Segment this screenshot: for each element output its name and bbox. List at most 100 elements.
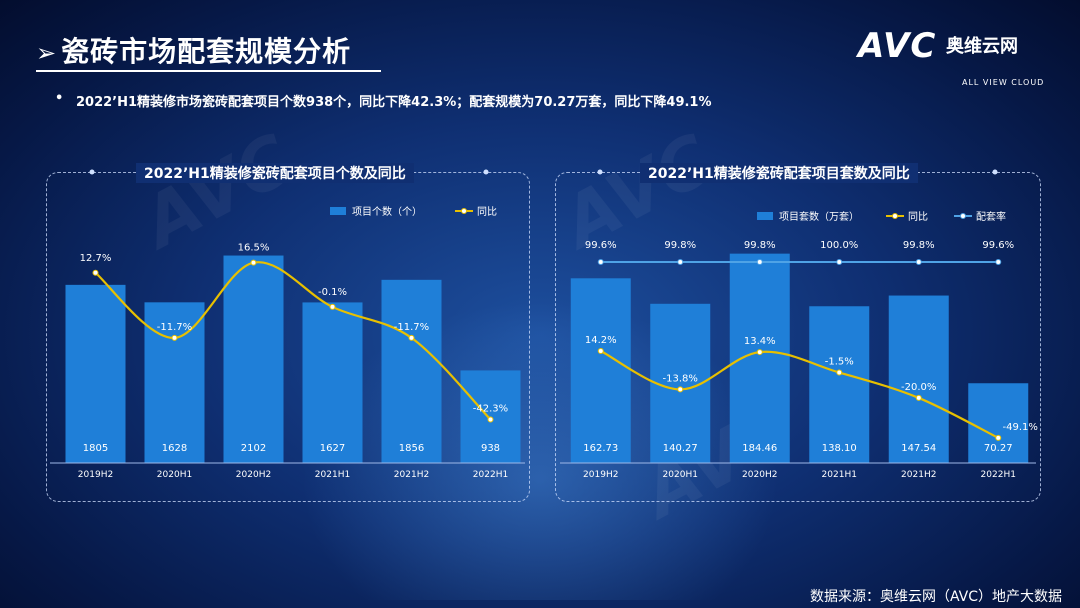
chart-title-units: 2022’H1精装修瓷砖配套项目套数及同比: [640, 163, 918, 183]
legend-swatch-bar: [330, 207, 346, 215]
legend-label: 同比: [908, 211, 928, 223]
title-underline: [36, 70, 381, 72]
yoy-data-label: -13.8%: [663, 373, 698, 384]
yoy-point: [171, 334, 178, 341]
x-tick-label: 2021H2: [394, 470, 429, 480]
bar: [302, 302, 363, 463]
x-tick-label: 2019H2: [583, 470, 618, 480]
avc-logo: AVC 奥维云网 ALL VIEW CLOUD: [858, 26, 1058, 87]
yoy-point: [329, 303, 336, 310]
bar: [381, 279, 442, 463]
yoy-data-label: -49.1%: [1003, 422, 1038, 433]
rate-point: [915, 259, 922, 265]
yoy-data-label: 12.7%: [80, 253, 112, 264]
rate-data-label: 99.6%: [982, 240, 1014, 251]
bar-value-label: 184.46: [742, 443, 777, 454]
yoy-point: [756, 349, 763, 356]
bar: [223, 255, 284, 463]
chart-projects: 1805 1628 2102 1627 1856 938 2019H2 2020H1 2020H…: [50, 169, 525, 480]
yoy-point: [995, 434, 1002, 441]
yoy-data-label: -11.7%: [394, 322, 429, 333]
summary-text: 2022’H1精装修市场瓷砖配套项目个数938个，同比下降42.3%；配套规模为…: [76, 95, 712, 110]
bar: [65, 284, 126, 463]
bar-value-label: 162.73: [583, 443, 618, 454]
legend-label: 项目个数（个）: [352, 205, 422, 218]
bar-value-label: 70.27: [984, 443, 1013, 454]
legend-label: 配套率: [976, 210, 1006, 223]
bar-value-label: 938: [481, 443, 500, 454]
legend-swatch-point: [892, 213, 898, 219]
yoy-point: [487, 416, 494, 423]
panel-border-dot: [483, 169, 489, 175]
bar: [888, 295, 949, 463]
yoy-line: [94, 261, 492, 421]
bar: [968, 383, 1029, 463]
bar: [144, 302, 205, 463]
arrow-icon: ➢: [36, 39, 58, 67]
bar: [570, 278, 631, 463]
bar: [729, 253, 790, 463]
rate-data-label: 99.8%: [664, 240, 696, 251]
yoy-data-label: 13.4%: [744, 336, 776, 347]
yoy-point: [92, 269, 99, 276]
data-source: 数据来源：奥维云网（AVC）地产大数据: [809, 589, 1062, 605]
logo-name-cn: 奥维云网: [946, 36, 1018, 57]
rate-data-label: 99.8%: [744, 240, 776, 251]
yoy-data-label: -11.7%: [157, 322, 192, 333]
yoy-point: [677, 386, 684, 393]
page-title: ➢ 瓷砖市场配套规模分析: [36, 30, 351, 70]
page-title-text: 瓷砖市场配套规模分析: [61, 35, 352, 68]
yoy-data-label: 16.5%: [238, 243, 270, 254]
chart-title-projects: 2022’H1精装修瓷砖配套项目个数及同比: [136, 163, 414, 183]
rate-point: [836, 259, 843, 265]
legend-label: 项目套数（万套）: [779, 210, 859, 223]
yoy-data-label: -0.1%: [318, 287, 347, 298]
yoy-data-label: 14.2%: [585, 335, 617, 346]
logo-mark: AVC: [858, 26, 937, 66]
yoy-point: [408, 334, 415, 341]
x-tick-label: 2019H2: [78, 470, 113, 480]
bar-value-label: 147.54: [901, 443, 936, 454]
x-tick-label: 2021H1: [822, 470, 857, 480]
bullet-icon: •: [55, 91, 64, 106]
x-tick-label: 2020H1: [663, 470, 698, 480]
x-tick-label: 2021H2: [901, 470, 936, 480]
yoy-point: [915, 394, 922, 401]
bar: [809, 306, 870, 463]
yoy-data-label: -1.5%: [825, 357, 854, 368]
yoy-point: [597, 347, 604, 354]
chart-units: 162.73 140.27 184.46 138.10 147.54 70.27 2019H…: [560, 169, 1038, 480]
bar-value-label: 138.10: [822, 443, 857, 454]
x-tick-label: 2020H2: [236, 470, 271, 480]
summary-text-row: • 2022’H1精装修市场瓷砖配套项目个数938个，同比下降42.3%；配套规…: [55, 91, 712, 110]
rate-point: [756, 259, 763, 265]
x-tick-label: 2021H1: [315, 470, 350, 480]
x-tick-label: 2020H1: [157, 470, 192, 480]
panel-border-dot: [992, 169, 998, 175]
rate-data-label: 100.0%: [820, 240, 858, 251]
x-tick-label: 2022H1: [981, 470, 1016, 480]
bar-value-label: 1805: [83, 443, 108, 454]
bar-value-label: 140.27: [663, 443, 698, 454]
x-tick-label: 2022H1: [473, 470, 508, 480]
rate-point: [995, 259, 1002, 265]
rate-point: [597, 259, 604, 265]
legend-swatch-point: [461, 208, 467, 214]
yoy-point: [836, 369, 843, 376]
bar-value-label: 1627: [320, 443, 345, 454]
legend-swatch-bar: [757, 212, 773, 220]
panel-border-dot: [597, 169, 603, 175]
legend-swatch-point: [960, 213, 966, 219]
rate-point: [677, 259, 684, 265]
logo-name-en: ALL VIEW CLOUD: [962, 78, 1045, 87]
yoy-line: [600, 349, 999, 439]
rate-data-label: 99.8%: [903, 240, 935, 251]
yoy-point: [250, 259, 257, 266]
bar-value-label: 2102: [241, 443, 266, 454]
yoy-data-label: -20.0%: [901, 382, 936, 393]
legend-label: 同比: [477, 206, 497, 218]
yoy-data-label: -42.3%: [473, 403, 508, 414]
x-tick-label: 2020H2: [742, 470, 777, 480]
panel-border-dot: [89, 169, 95, 175]
